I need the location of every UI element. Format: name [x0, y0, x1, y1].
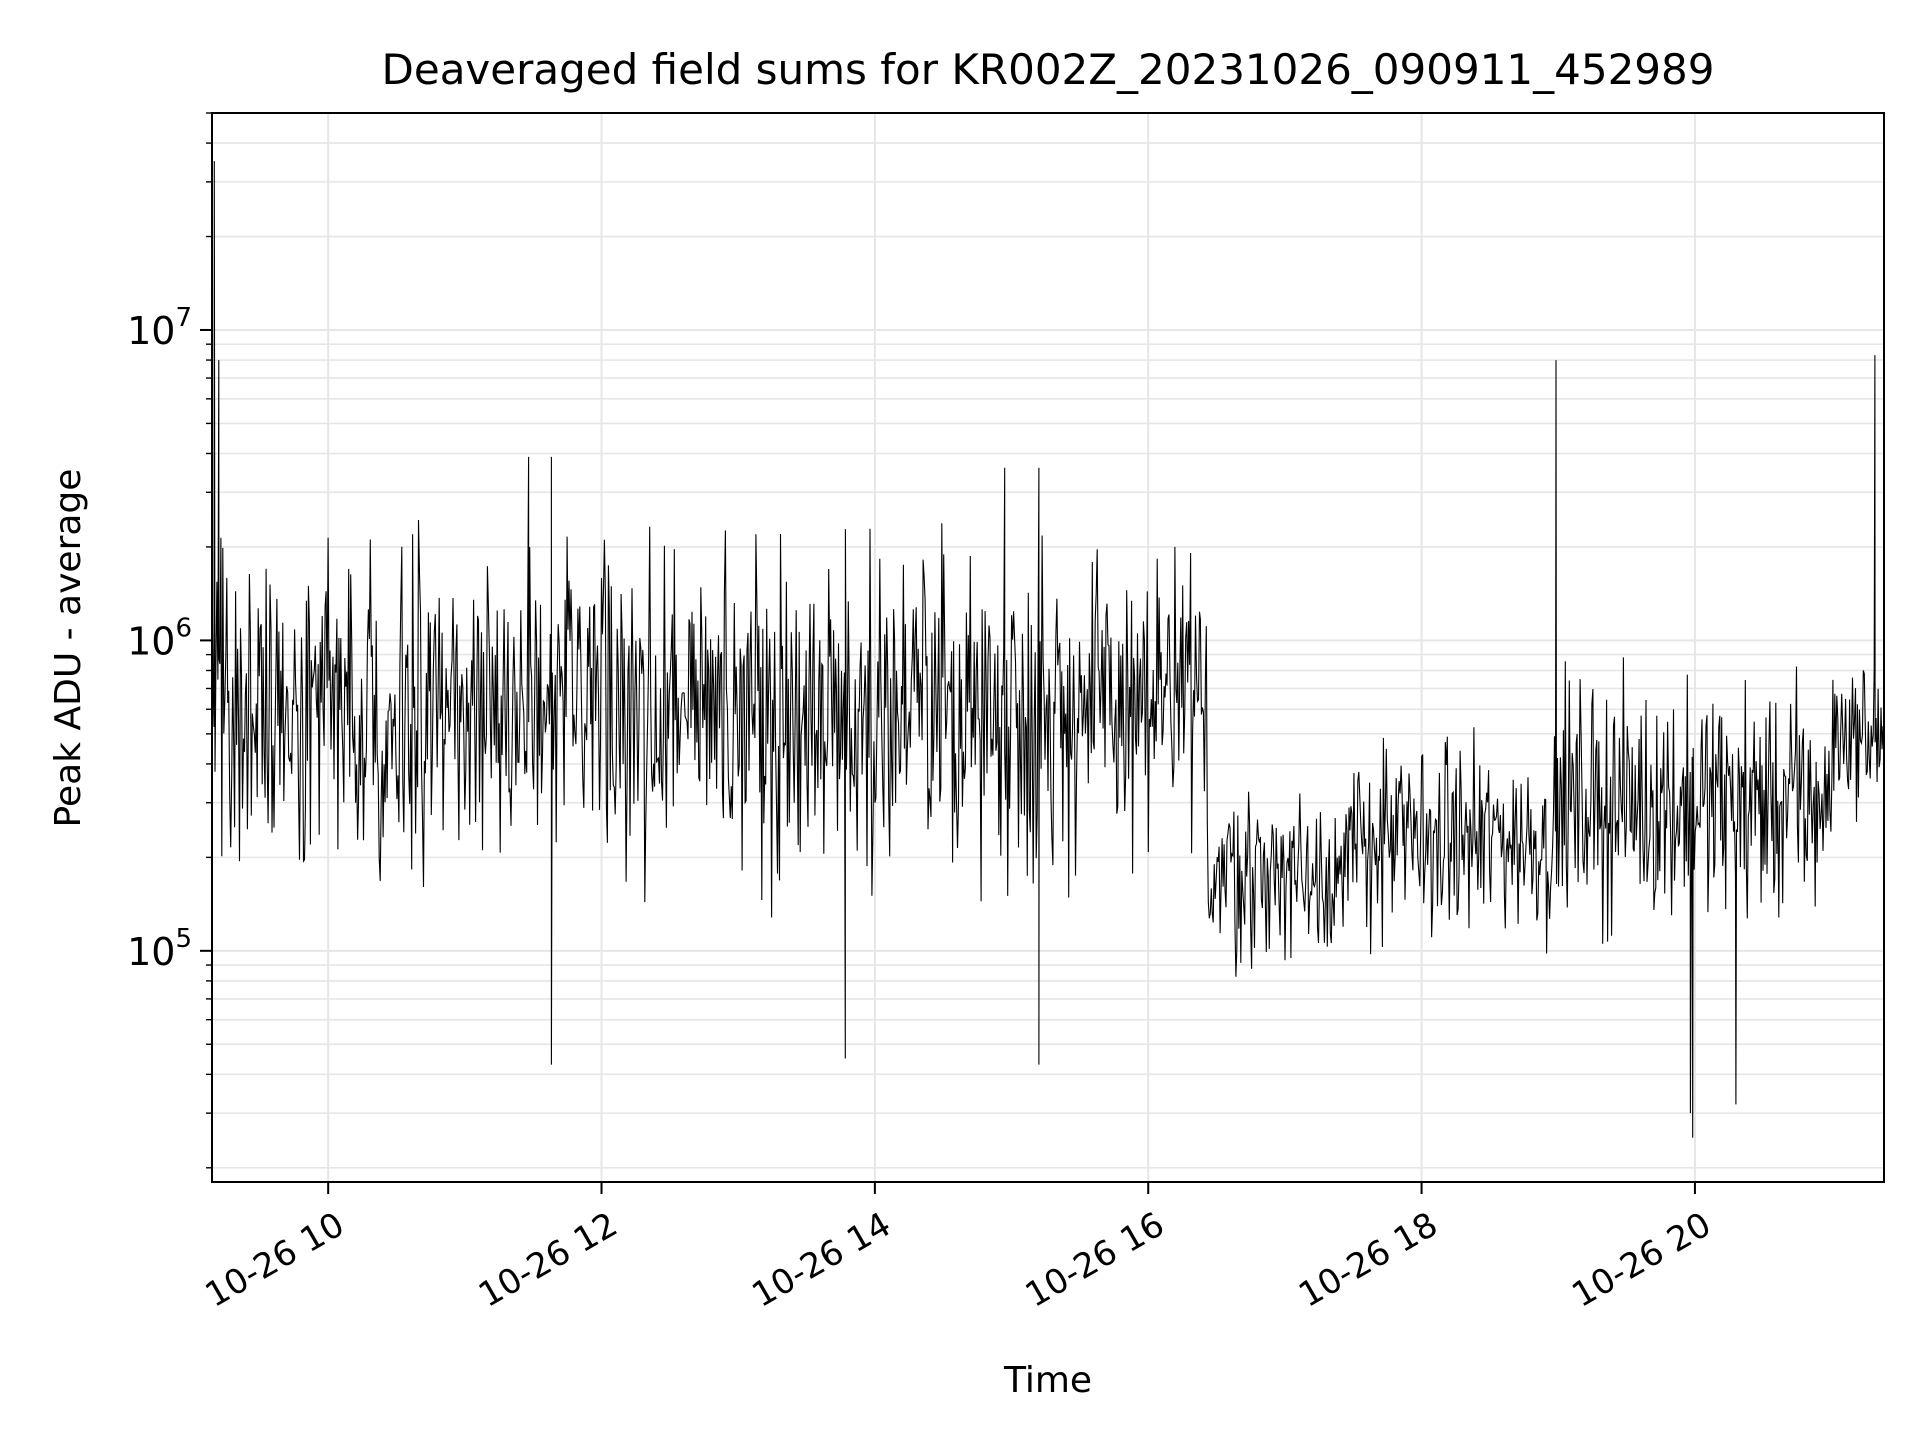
series-line	[212, 161, 1884, 1138]
y-tick-label: 107	[127, 303, 192, 353]
y-tick-label: 106	[127, 613, 192, 663]
x-axis-label: Time	[1003, 1360, 1092, 1401]
y-tick-label: 105	[127, 924, 192, 974]
y-axis-label: Peak ADU - average	[48, 469, 89, 828]
grid-lines	[212, 112, 1884, 1182]
chart-title: Deaveraged field sums for KR002Z_2023102…	[382, 45, 1715, 94]
plot-frame	[211, 112, 1885, 1183]
